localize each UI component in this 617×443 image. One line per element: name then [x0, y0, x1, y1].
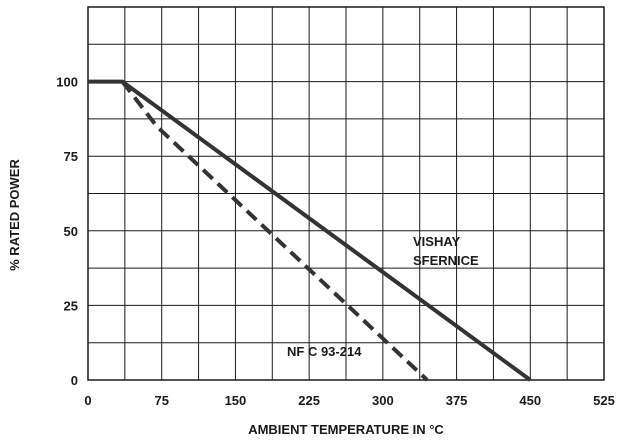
x-tick-label: 150 — [225, 393, 247, 408]
y-tick-label: 75 — [64, 149, 78, 164]
grid — [88, 7, 604, 380]
x-tick-labels: 0 75 150 225 300 375 450 525 — [84, 393, 614, 408]
annotation-vishay-line1: VISHAY — [413, 234, 461, 249]
series-line-nf-c-93-214 — [120, 80, 429, 382]
y-tick-label: 100 — [56, 75, 78, 90]
x-axis-title: AMBIENT TEMPERATURE IN °C — [248, 422, 444, 437]
x-tick-label: 450 — [519, 393, 541, 408]
y-tick-label: 50 — [64, 224, 78, 239]
y-tick-label: 25 — [64, 298, 78, 313]
x-tick-label: 300 — [372, 393, 394, 408]
plot-frame — [87, 6, 605, 381]
annotation-nfc: NF C 93-214 — [287, 344, 362, 359]
y-tick-labels: 0 25 50 75 100 — [56, 75, 78, 388]
annotation-vishay-line2: SFERNICE — [413, 253, 479, 268]
x-tick-label: 225 — [298, 393, 320, 408]
x-tick-label: 0 — [84, 393, 91, 408]
series-layer — [88, 79, 532, 382]
y-axis-title: % RATED POWER — [7, 159, 22, 271]
y-tick-label: 0 — [71, 373, 78, 388]
x-tick-label: 525 — [593, 393, 615, 408]
x-tick-label: 75 — [154, 393, 168, 408]
x-tick-label: 375 — [446, 393, 468, 408]
